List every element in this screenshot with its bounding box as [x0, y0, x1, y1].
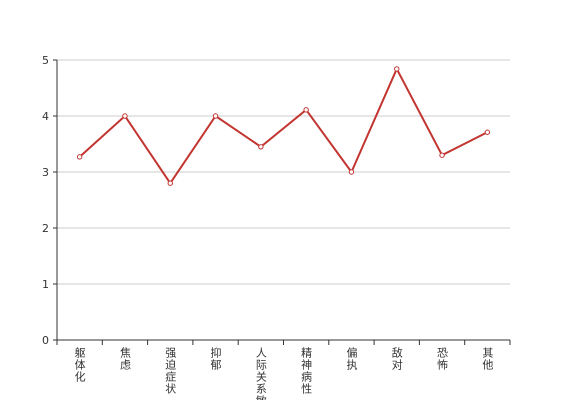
x-tick-label: 人际关系敏感	[254, 347, 267, 400]
x-tick-label: 偏执	[345, 346, 358, 371]
x-tick-label: 躯体化	[73, 347, 86, 383]
point	[484, 129, 491, 135]
y-tick-label: 2	[42, 222, 49, 235]
x-tick-label: 强迫症状	[164, 347, 177, 395]
point	[348, 169, 355, 175]
y-tick-label: 4	[42, 110, 49, 123]
point	[394, 66, 400, 72]
x-tick-label: 焦虑	[118, 347, 131, 371]
point	[303, 107, 309, 113]
point	[212, 113, 219, 119]
point	[76, 154, 83, 160]
point	[122, 113, 128, 119]
point	[258, 144, 264, 150]
x-tick-label: 精神病性	[300, 347, 313, 395]
line	[78, 66, 488, 185]
x-tick-label: 抑郁	[209, 346, 222, 371]
point	[167, 180, 173, 186]
y-tick-label: 5	[42, 54, 49, 67]
x-tick-label: 恐怖	[436, 347, 449, 371]
y-tick-label: 1	[42, 278, 49, 291]
y-tick-label: 3	[42, 166, 49, 179]
y-tick-label: 0	[42, 334, 49, 347]
x-tick-label: 其他	[481, 347, 494, 371]
point	[439, 152, 445, 158]
x-tick-label: 敌对	[390, 346, 403, 371]
